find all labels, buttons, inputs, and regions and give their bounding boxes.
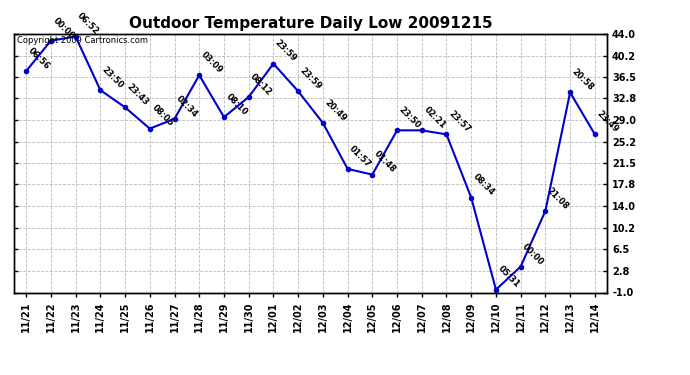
Text: 00:00: 00:00 [521, 242, 546, 267]
Text: 20:58: 20:58 [570, 67, 595, 92]
Text: 23:57: 23:57 [446, 109, 472, 134]
Text: 23:49: 23:49 [595, 109, 620, 134]
Text: 01:57: 01:57 [348, 144, 373, 169]
Text: 06:56: 06:56 [26, 46, 52, 71]
Text: 23:59: 23:59 [298, 66, 324, 91]
Text: 00:00: 00:00 [51, 16, 76, 40]
Text: 08:10: 08:10 [224, 92, 249, 117]
Text: 01:48: 01:48 [373, 149, 397, 175]
Text: 20:49: 20:49 [323, 98, 348, 123]
Text: 23:59: 23:59 [273, 39, 299, 64]
Text: 23:50: 23:50 [397, 105, 422, 130]
Text: 08:05: 08:05 [150, 104, 175, 129]
Text: 06:52: 06:52 [76, 11, 101, 37]
Text: 23:43: 23:43 [125, 82, 150, 107]
Text: 02:34: 02:34 [175, 94, 199, 119]
Text: 21:08: 21:08 [545, 186, 571, 211]
Text: 03:09: 03:09 [199, 50, 224, 75]
Text: 23:50: 23:50 [100, 65, 126, 90]
Text: 05:31: 05:31 [496, 264, 521, 290]
Text: Copyright 2009 Cartronics.com: Copyright 2009 Cartronics.com [17, 36, 148, 45]
Text: 02:21: 02:21 [422, 105, 447, 130]
Text: 08:12: 08:12 [248, 72, 274, 97]
Text: 08:34: 08:34 [471, 172, 496, 198]
Title: Outdoor Temperature Daily Low 20091215: Outdoor Temperature Daily Low 20091215 [129, 16, 492, 31]
